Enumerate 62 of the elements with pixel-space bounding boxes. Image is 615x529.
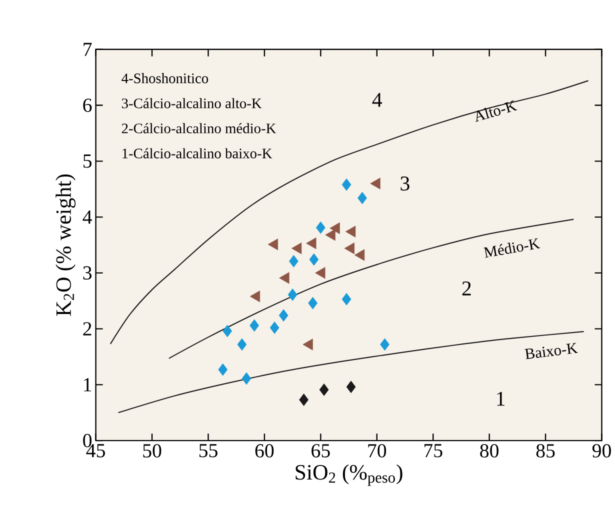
point — [380, 338, 390, 351]
annotation: Médio-K — [483, 238, 540, 258]
point — [237, 338, 247, 351]
point — [279, 272, 290, 284]
point — [288, 288, 298, 301]
y-axis-title: K$_{2}$O (% weight) — [56, 174, 76, 316]
annotation: Baixo-K — [524, 342, 578, 360]
annotation: 2 — [462, 282, 471, 296]
point — [302, 338, 313, 350]
line-series — [118, 331, 584, 414]
point — [342, 293, 352, 306]
point — [354, 249, 365, 261]
point — [299, 394, 308, 406]
x-tick-label: 65 — [312, 444, 330, 458]
point — [344, 242, 354, 254]
x-tick-label: 75 — [424, 444, 442, 458]
annotation: 1 — [497, 392, 505, 406]
x-tick-label: 55 — [199, 444, 218, 458]
x-tick-label: 85 — [536, 444, 555, 458]
point — [222, 324, 232, 338]
point — [315, 267, 326, 279]
point — [270, 322, 280, 334]
annotation: 3-Cálcio-alcalino alto-K — [122, 98, 262, 108]
point — [218, 363, 228, 376]
x-tick-label: 80 — [480, 444, 498, 458]
y-tick-label: 1 — [84, 378, 92, 392]
y-tick-label: 4 — [82, 210, 92, 224]
annotation: 3 — [400, 176, 410, 191]
x-tick-label: 70 — [368, 444, 386, 458]
annotation: 1-Cálcio-alcalino baixo-K — [122, 148, 272, 158]
y-tick-label: 6 — [83, 98, 92, 112]
annotation: 4 — [372, 93, 382, 107]
x-tick-label: 50 — [143, 444, 162, 458]
annotation: 4-Shoshonitico — [122, 73, 208, 84]
point — [319, 384, 329, 396]
point — [250, 290, 260, 302]
point — [288, 255, 298, 268]
point — [325, 229, 336, 241]
x-tick-label: 60 — [255, 444, 274, 458]
point — [330, 222, 340, 234]
point — [346, 380, 356, 394]
annotation: 2-Cálcio-alcalino médio-K — [122, 123, 276, 134]
point — [370, 178, 380, 190]
point — [358, 192, 367, 204]
point — [278, 309, 288, 322]
y-tick-label: 7 — [84, 42, 92, 56]
point — [316, 222, 326, 234]
point — [342, 178, 352, 191]
point — [250, 319, 260, 332]
point — [268, 238, 278, 250]
point — [345, 226, 356, 238]
point — [308, 296, 318, 310]
point — [242, 372, 252, 385]
y-tick-label: 3 — [83, 266, 92, 280]
point — [292, 242, 302, 254]
y-tick-label: 5 — [84, 154, 92, 168]
annotation: Alto-K — [476, 100, 518, 122]
x-tick-label: 90 — [592, 444, 611, 458]
x-axis-title: SiO$_{2}$ (%$_{peso}$) — [296, 464, 402, 486]
point — [309, 253, 319, 266]
point — [306, 238, 316, 250]
y-tick-label: 2 — [83, 322, 92, 336]
